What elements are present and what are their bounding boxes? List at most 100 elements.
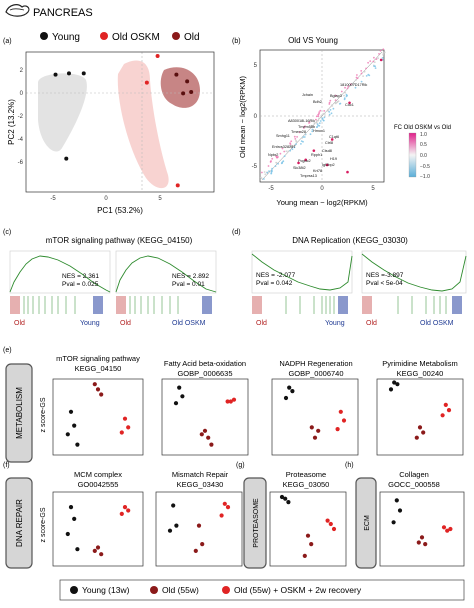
hull-young <box>38 73 87 152</box>
svg-text:1.0: 1.0 <box>420 132 427 138</box>
volcano-point <box>301 137 303 139</box>
dotplot-point <box>95 387 101 392</box>
dotplot-point <box>414 435 419 440</box>
dotplot-point <box>338 409 343 414</box>
volcano-point <box>344 91 347 94</box>
volcano-point <box>354 86 357 89</box>
volcano-point <box>303 136 306 138</box>
volcano-point <box>313 122 316 124</box>
dotplot-frame <box>271 378 359 456</box>
rank-bar-old <box>10 296 20 314</box>
dotplot-point <box>209 442 214 447</box>
pca-x-ticks: -5 0 5 <box>50 196 162 202</box>
gene-label: Hmox1 <box>313 129 325 133</box>
svg-text:Fatty Acid beta-oxidation: Fatty Acid beta-oxidation <box>164 359 246 368</box>
dotplot-point <box>173 401 179 406</box>
volcano-point <box>379 49 382 52</box>
legend-label-old: Old <box>184 32 200 43</box>
volcano-gene-labels: 1810007D17Rik Jchain Bglap3 Bdh2 Cdc1 A8… <box>268 83 367 178</box>
dotplot-point <box>305 533 311 538</box>
dotplot-point <box>448 526 453 532</box>
zscore-dotplots <box>52 378 465 567</box>
volcano-point <box>328 111 331 113</box>
volcano-point <box>271 170 273 173</box>
rank-bar-old-oskm <box>202 296 212 314</box>
volcano-point <box>274 165 277 168</box>
dotplot-point <box>443 402 448 407</box>
volcano-point <box>328 103 331 105</box>
svg-text:0: 0 <box>104 196 108 202</box>
gene-label: Bdh2 <box>313 100 322 104</box>
volcano-point <box>302 136 305 138</box>
volcano-point <box>343 94 345 97</box>
dotplot-point <box>417 425 423 430</box>
svg-text:0: 0 <box>254 114 258 120</box>
dotplot-point <box>225 505 231 510</box>
colorbar <box>408 132 417 178</box>
volcano-point <box>328 113 331 116</box>
volcano-point <box>304 158 307 162</box>
dotplot-point <box>119 511 124 516</box>
pval-label: Pval = 0.01 <box>172 281 205 288</box>
panel-label-c: (c) <box>3 229 11 236</box>
volcano-plot: Old VS Young 1810007D17Rik Jchain Bglap3… <box>238 36 451 207</box>
dotplot-point <box>341 418 347 423</box>
category-box-metabolism: METABOLISM <box>5 363 33 463</box>
dotplot-point <box>445 528 450 533</box>
volcano-point <box>332 107 335 110</box>
volcano-point <box>323 116 326 119</box>
pca-point <box>175 183 180 188</box>
volcano-point <box>315 120 318 123</box>
gene-label: Bglap3 <box>330 94 342 98</box>
volcano-point <box>289 145 291 148</box>
volcano-point <box>287 150 290 153</box>
volcano-point <box>355 76 358 79</box>
gsea-plot-c2: NES = 2.892 Pval = 0.01 Old Old OSKM <box>115 250 217 327</box>
volcano-point <box>266 171 269 174</box>
volcano-point <box>294 138 297 140</box>
enrichment-curve <box>9 255 111 293</box>
volcano-point <box>363 70 366 73</box>
svg-text:0.0: 0.0 <box>420 153 427 159</box>
dotplot-point <box>99 552 104 557</box>
gsea-right-label: Old OSKM <box>172 320 206 327</box>
dotplot-point <box>75 547 80 552</box>
volcano-point <box>318 124 321 127</box>
legend-dot-old-oskm <box>100 32 108 40</box>
dotplot-point <box>92 382 97 387</box>
volcano-point <box>322 119 325 122</box>
panel-label-a: (a) <box>3 38 12 45</box>
gene-label: Rpph1 <box>311 153 322 157</box>
dotplot-point <box>392 380 397 385</box>
volcano-point <box>344 86 346 89</box>
dotplot-point <box>193 548 198 554</box>
svg-text:-4: -4 <box>18 137 24 143</box>
volcano-point <box>330 112 333 115</box>
panel-label-f: (f) <box>3 462 10 469</box>
svg-text:5: 5 <box>371 186 375 192</box>
nes-label: NES = 2.892 <box>172 273 209 280</box>
dotplot-point <box>419 535 425 540</box>
volcano-point <box>334 94 337 97</box>
svg-text:GO0042555: GO0042555 <box>78 480 119 489</box>
volcano-point <box>356 74 358 76</box>
volcano-point <box>346 170 349 174</box>
svg-text:MCM complex: MCM complex <box>74 470 122 479</box>
volcano-point <box>304 125 306 128</box>
dotplot-point <box>199 432 204 437</box>
dotplot-point <box>202 428 208 433</box>
gene-label: Tmem28 <box>291 130 306 134</box>
dotplot-point <box>388 387 394 392</box>
gsea-plot-d1: NES = -2.077 Pval = 0.042 Old Young <box>251 250 353 327</box>
pca-point <box>189 90 194 94</box>
dotplot-point <box>167 528 173 533</box>
gene-label: 1810007D17Rik <box>340 83 367 87</box>
volcano-point <box>327 108 329 111</box>
volcano-points <box>259 48 386 180</box>
dotplot-frame <box>161 378 249 456</box>
volcano-point <box>317 113 320 116</box>
panel-e-titles: mTOR signaling pathway KEGG_04150 Fatty … <box>56 354 458 378</box>
dotplot-point <box>68 505 74 510</box>
volcano-point <box>318 117 320 120</box>
